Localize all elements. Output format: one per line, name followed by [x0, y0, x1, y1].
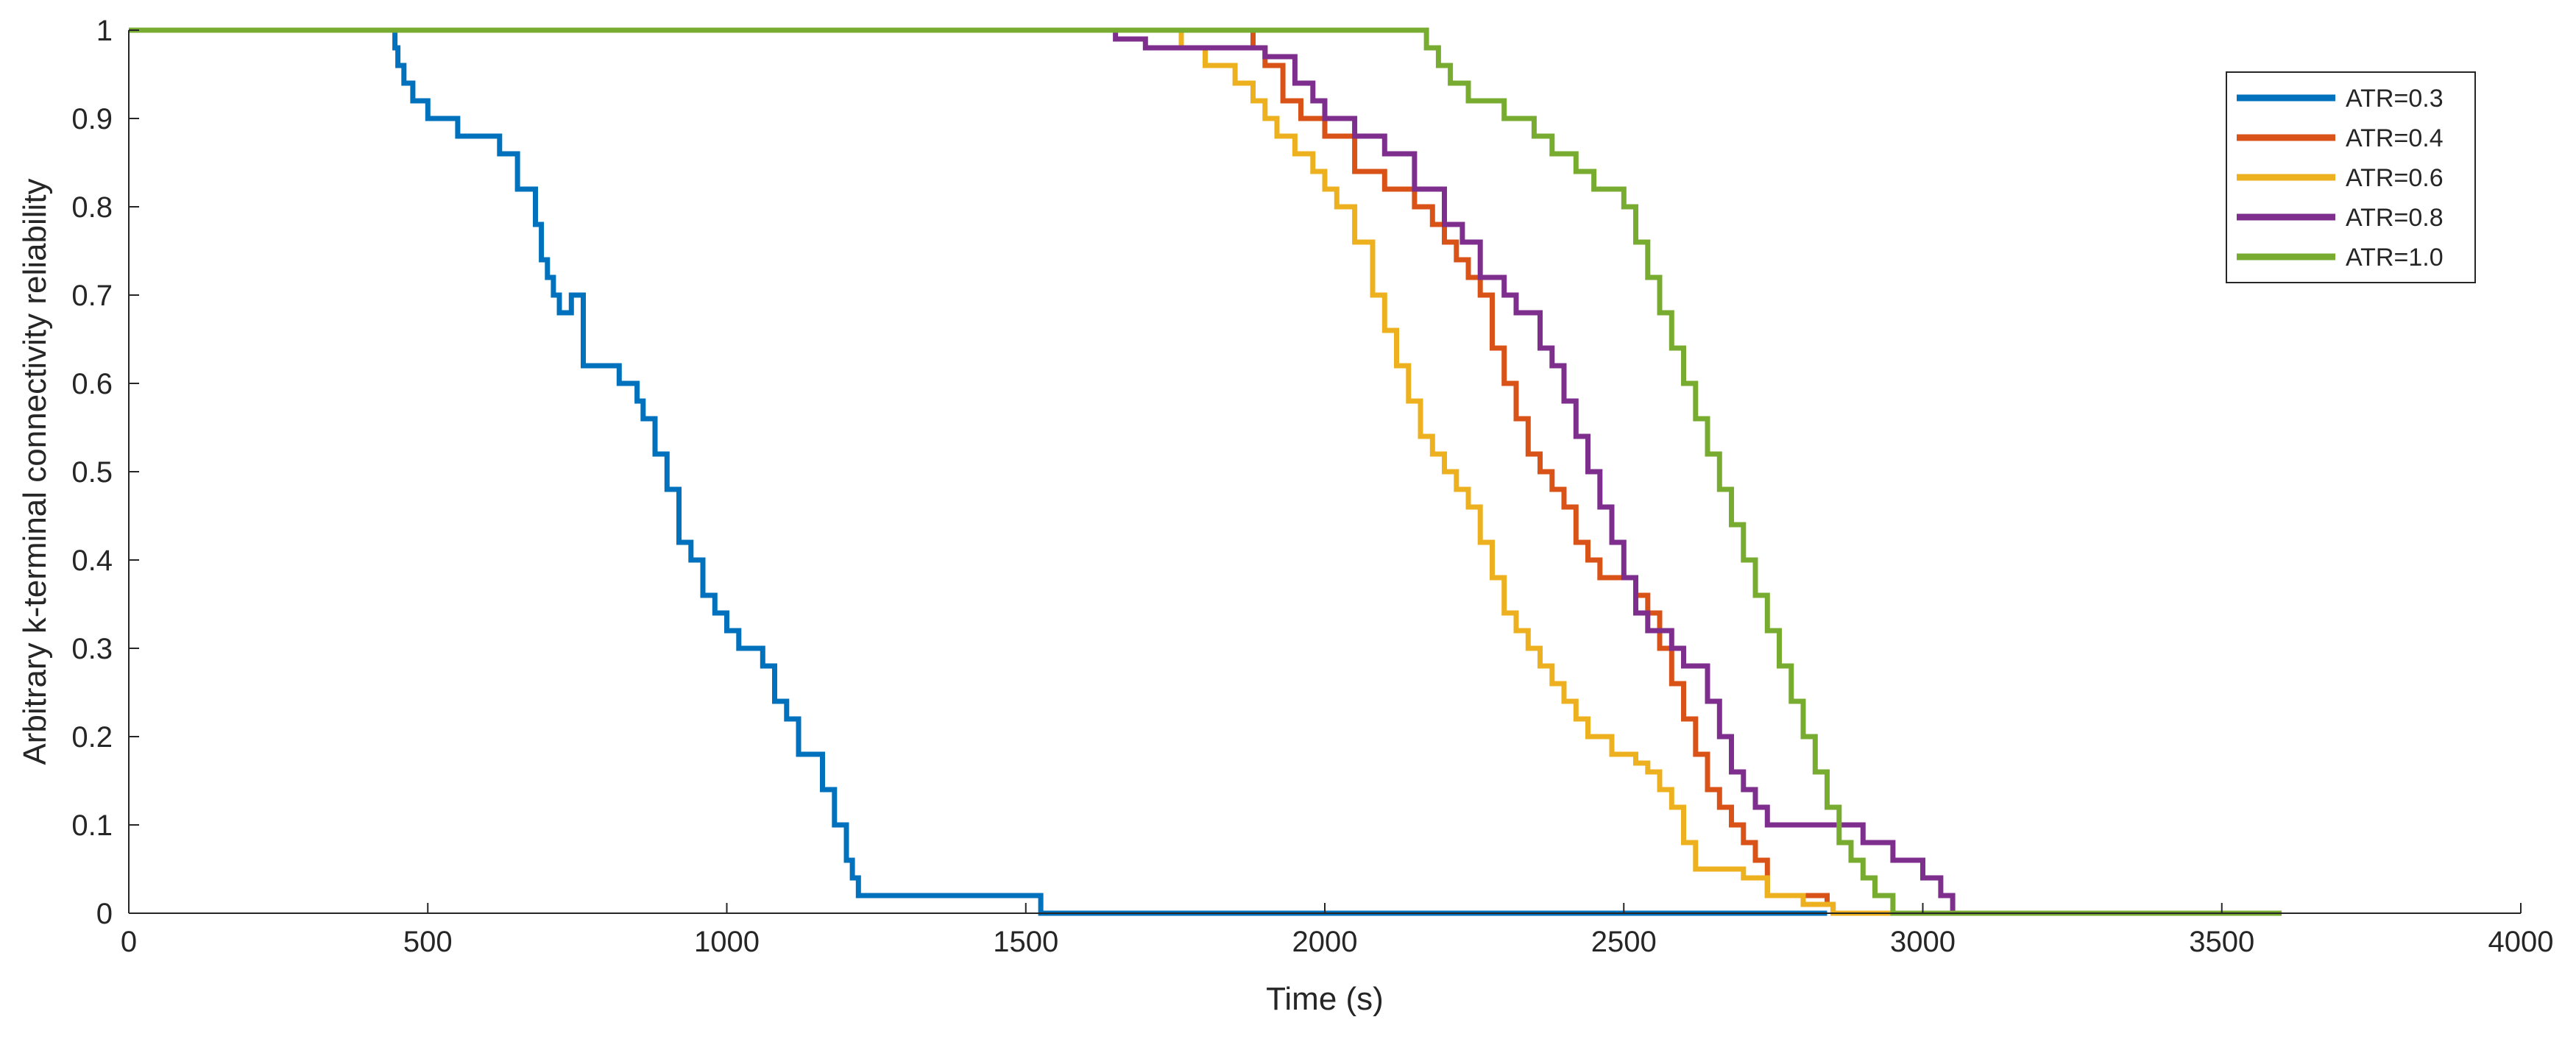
y-tick-label: 0.4 — [71, 545, 113, 577]
x-ticks: 0 500 1000 1500 2000 2500 3000 3500 4000 — [121, 903, 2554, 958]
x-tick-label: 3000 — [1890, 926, 1956, 958]
x-tick-label: 2000 — [1292, 926, 1358, 958]
y-tick-label: 0.3 — [71, 633, 113, 665]
legend-label: ATR=1.0 — [2346, 244, 2444, 272]
y-tick-label: 0.7 — [71, 280, 113, 312]
x-tick-label: 4000 — [2488, 926, 2554, 958]
legend-label: ATR=0.4 — [2346, 124, 2444, 152]
x-tick-label: 2500 — [1591, 926, 1657, 958]
legend-label: ATR=0.6 — [2346, 164, 2444, 192]
legend-label: ATR=0.8 — [2346, 204, 2444, 232]
y-tick-label: 0 — [96, 898, 113, 930]
legend: ATR=0.3 ATR=0.4 ATR=0.6 ATR=0.8 ATR=1.0 — [2226, 71, 2476, 283]
legend-label: ATR=0.3 — [2346, 85, 2444, 113]
series-line-atr-1-0 — [129, 27, 2282, 916]
x-tick-label: 0 — [121, 926, 137, 958]
y-tick-label: 1 — [96, 15, 113, 47]
x-tick-label: 1500 — [993, 926, 1058, 958]
y-tick-label: 0.1 — [71, 809, 113, 842]
y-tick-label: 0.5 — [71, 456, 113, 489]
series-line-atr-0-8 — [1097, 27, 1956, 913]
x-tick-label: 3500 — [2189, 926, 2254, 958]
series-layer — [129, 27, 2282, 916]
y-tick-label: 0.2 — [71, 721, 113, 754]
y-axis-title: Arbitrary k-terminal connectivity reliab… — [17, 178, 53, 765]
y-ticks: 0 0.1 0.2 0.3 0.4 0.5 0.6 0.7 0.8 0.9 1 — [71, 15, 139, 930]
y-tick-label: 0.9 — [71, 103, 113, 135]
series-line-atr-0-6 — [1097, 27, 1893, 916]
x-tick-label: 500 — [403, 926, 453, 958]
y-tick-label: 0.8 — [71, 191, 113, 224]
y-tick-label: 0.6 — [71, 368, 113, 400]
x-axis-title: Time (s) — [1266, 981, 1384, 1017]
x-tick-label: 1000 — [694, 926, 760, 958]
series-line-atr-0-4 — [1097, 27, 1836, 913]
series-line-atr-0-3 — [129, 27, 1827, 916]
